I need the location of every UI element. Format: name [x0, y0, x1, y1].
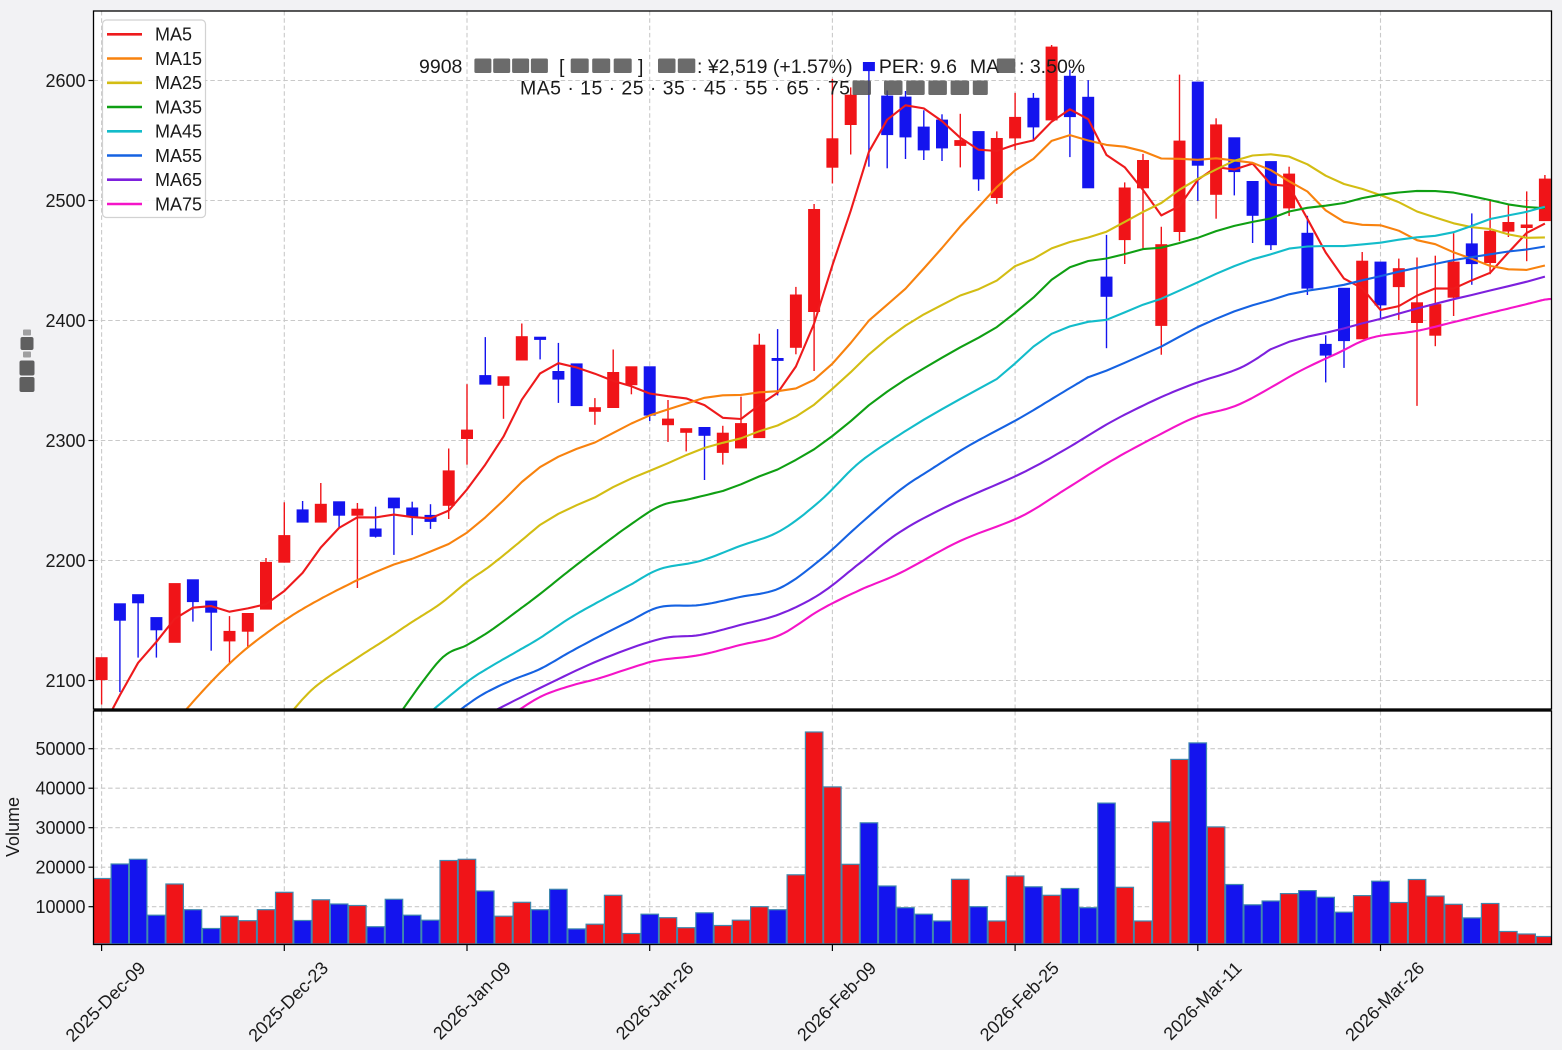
svg-text:MA55: MA55: [155, 146, 202, 166]
svg-text:50000: 50000: [35, 739, 85, 759]
svg-text:30000: 30000: [35, 818, 85, 838]
svg-text:MA: MA: [970, 56, 999, 78]
svg-text:Volume: Volume: [3, 797, 23, 857]
svg-text:2400: 2400: [45, 311, 85, 331]
svg-text:MA5 · 15 · 25 · 35 · 45 · 55 ·: MA5 · 15 · 25 · 35 · 45 · 55 · 65 · 75: [520, 78, 850, 100]
svg-text:40000: 40000: [35, 779, 85, 799]
svg-text:20000: 20000: [35, 858, 85, 878]
svg-text:2500: 2500: [45, 191, 85, 211]
svg-text:PER: 9.6: PER: 9.6: [879, 56, 957, 78]
svg-text:: ¥2,519 (+1.57%): : ¥2,519 (+1.57%): [697, 56, 853, 78]
svg-text:MA65: MA65: [155, 170, 202, 190]
svg-text:MA75: MA75: [155, 194, 202, 214]
svg-text:2200: 2200: [45, 551, 85, 571]
svg-text:MA5: MA5: [155, 25, 192, 45]
svg-text:MA45: MA45: [155, 122, 202, 142]
svg-text:9908: 9908: [419, 56, 462, 78]
svg-text:]: ]: [638, 56, 643, 78]
svg-text:2100: 2100: [45, 671, 85, 691]
svg-text:: 3.50%: : 3.50%: [1019, 56, 1085, 78]
svg-text:10000: 10000: [35, 897, 85, 917]
svg-text:[: [: [559, 56, 565, 78]
svg-text:MA35: MA35: [155, 97, 202, 117]
svg-text:2300: 2300: [45, 431, 85, 451]
svg-text:MA15: MA15: [155, 49, 202, 69]
svg-text:2600: 2600: [45, 71, 85, 91]
svg-text:MA25: MA25: [155, 73, 202, 93]
